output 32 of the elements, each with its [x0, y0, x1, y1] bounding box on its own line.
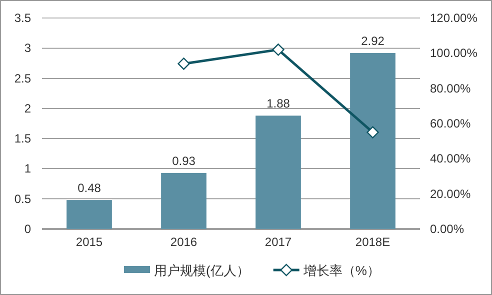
y-tick-label: 1 — [24, 162, 32, 176]
point — [366, 126, 379, 138]
y2-tick-label: 60.00% — [430, 116, 472, 130]
y-tick-label: 2.5 — [14, 71, 32, 86]
y2-tick-label: 100.00% — [430, 46, 478, 60]
y2-tick-label: 20.00% — [430, 186, 472, 201]
point — [272, 44, 284, 56]
bar — [350, 52, 396, 229]
y-tick-label: 2 — [24, 101, 32, 116]
x-tick-label: 2015 — [76, 235, 103, 249]
legend-label: 增长率（%） — [302, 263, 380, 278]
point — [178, 58, 190, 70]
y-tick-label: 0 — [24, 222, 32, 236]
y-tick-label: 3 — [24, 41, 32, 56]
data-label: 0.93 — [172, 154, 196, 168]
y2-tick-label: 40.00% — [430, 152, 472, 166]
y2-tick-label: 0.00% — [430, 222, 464, 236]
y-tick-label: 3.5 — [14, 11, 32, 25]
x-tick-label: 2017 — [264, 235, 292, 249]
bar — [256, 116, 301, 229]
x-tick-label: 2016 — [170, 235, 198, 249]
data-label: 1.88 — [266, 96, 290, 111]
bar — [161, 172, 206, 229]
bar — [66, 200, 112, 229]
y-tick-label: 0.5 — [14, 192, 32, 206]
y2-tick-label: 80.00% — [430, 81, 472, 96]
data-label: 0.48 — [78, 181, 102, 196]
x-tick-label: 2018E — [355, 235, 390, 249]
y-tick-label: 1.5 — [14, 132, 32, 146]
legend-label: 用户规模(亿人） — [154, 263, 250, 278]
data-label: 2.92 — [361, 34, 385, 48]
y2-tick-label: 120.00% — [430, 11, 478, 25]
